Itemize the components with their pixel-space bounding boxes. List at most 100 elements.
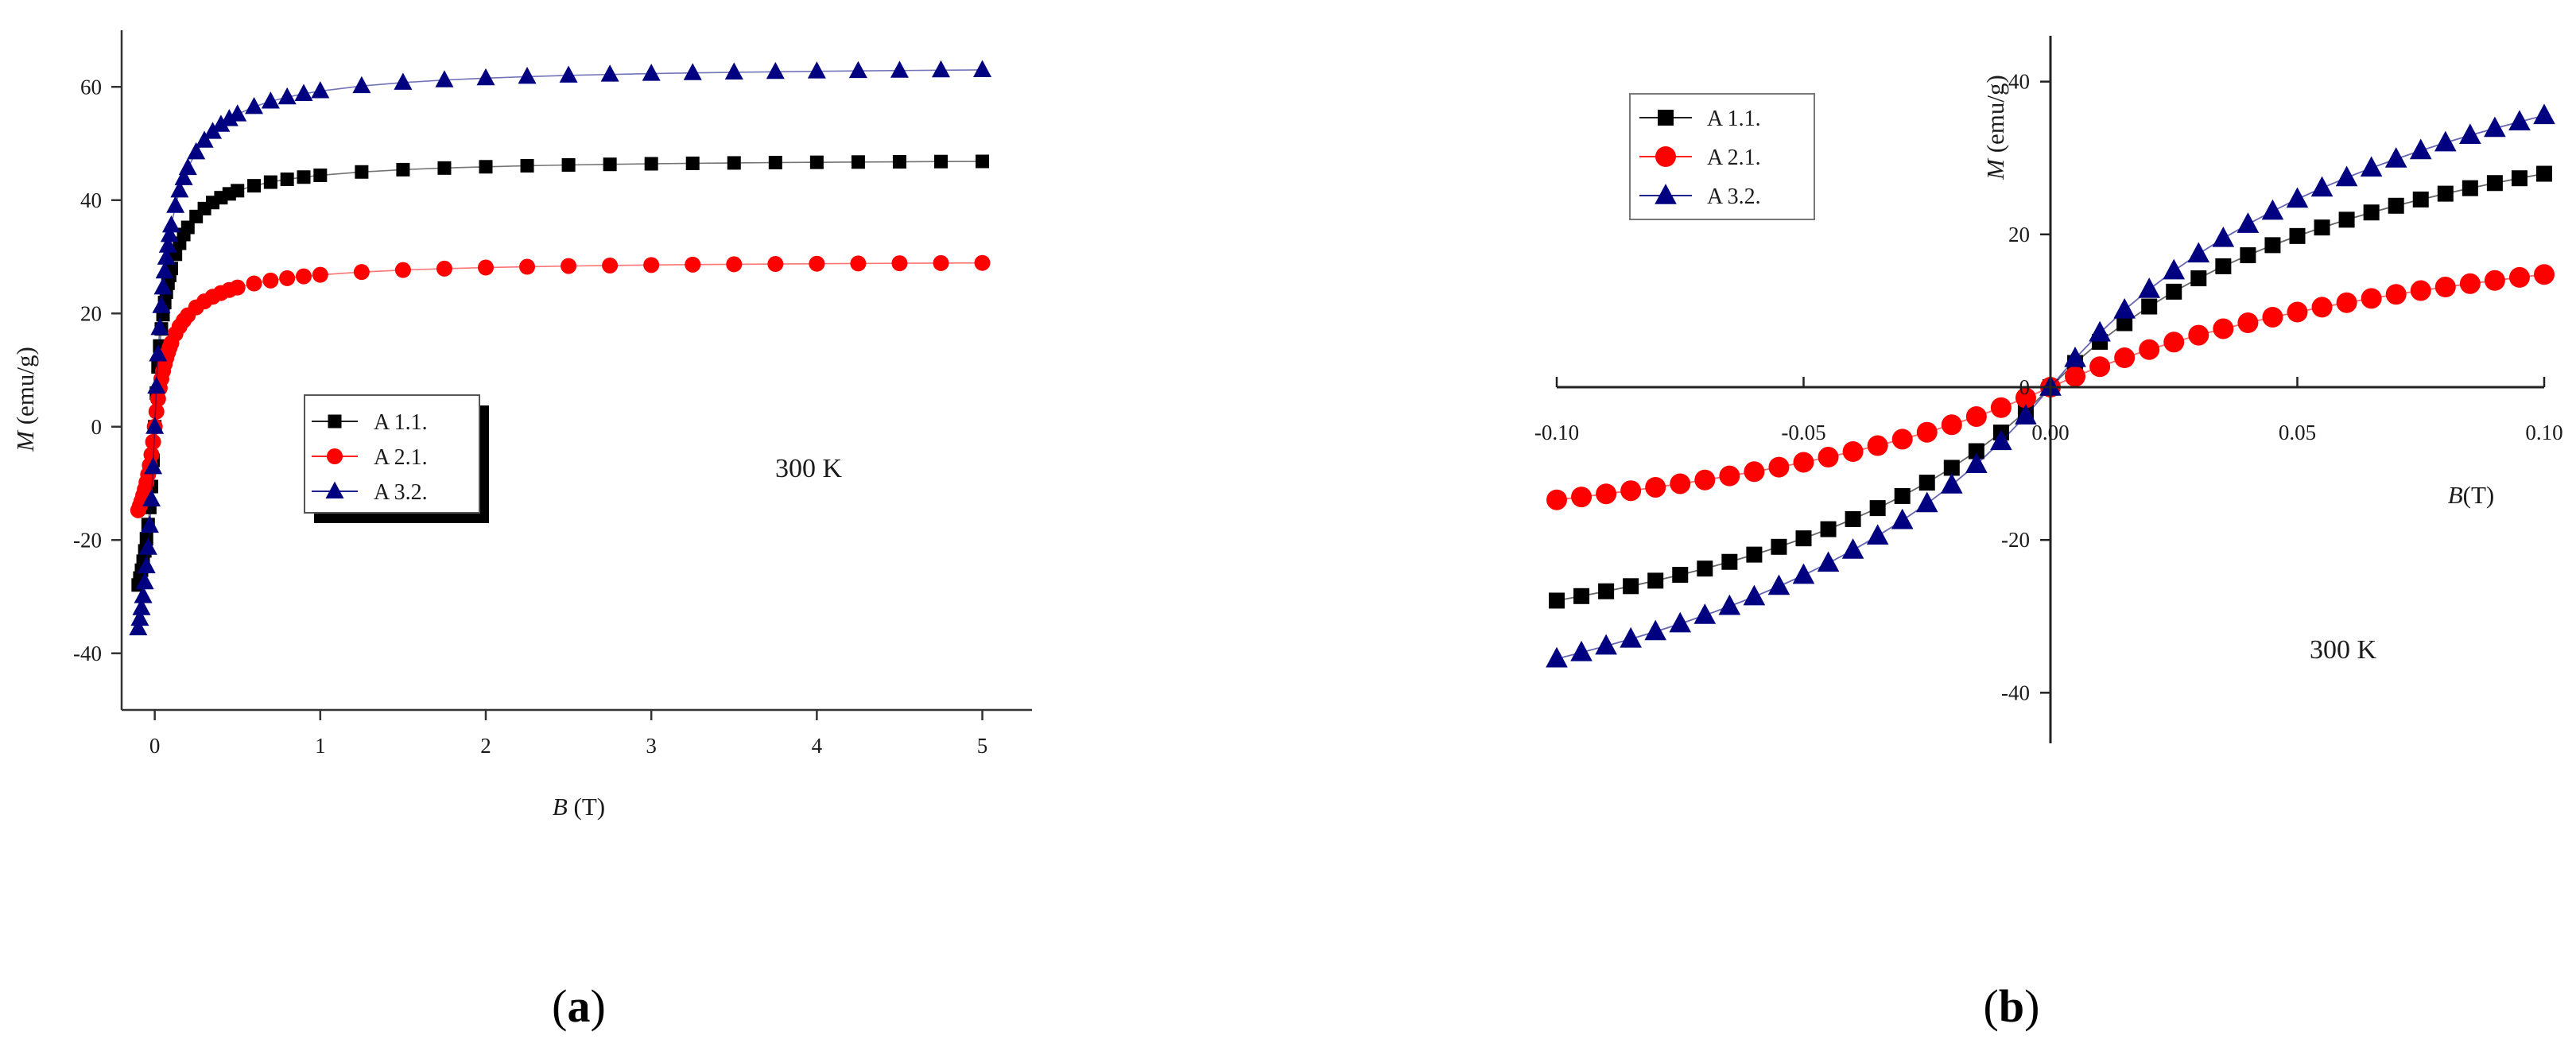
- panel-a-x-tick-label: 2: [480, 734, 491, 758]
- panel-a-data-point: [294, 83, 313, 101]
- panel-a-data-point: [724, 62, 743, 80]
- panel-b-data-point: [2338, 211, 2355, 228]
- panel-a-data-point: [437, 161, 452, 175]
- panel-b-data-point: [1941, 473, 1963, 494]
- panel-a-series-triangle: [129, 60, 992, 636]
- panel-b-data-point: [2412, 191, 2429, 207]
- panel-b-data-point: [2434, 277, 2456, 298]
- panel-a-data-point: [519, 258, 536, 275]
- panel-b-data-point: [1965, 452, 1988, 473]
- panel-b-data-point: [2462, 180, 2478, 196]
- panel-b-x-tick-label: 0.00: [2031, 421, 2069, 444]
- panel-b-data-point: [2262, 306, 2283, 328]
- panel-a-data-point: [353, 264, 370, 281]
- panel-b-data-point: [1943, 460, 1960, 476]
- panel-b-data-point: [2187, 242, 2210, 263]
- panel-b-data-point: [2335, 165, 2358, 187]
- panel-b-data-point: [2486, 175, 2503, 192]
- panel-b-data-point: [1573, 588, 1590, 604]
- panel-a-data-point: [642, 64, 661, 81]
- panel-b-data-point: [2484, 116, 2506, 138]
- panel-b-legend-marker: [1655, 146, 1676, 167]
- panel-b-y-tick-label: 0: [2019, 375, 2031, 399]
- panel-a-series-circle: [130, 254, 991, 518]
- panel-a-data-point: [130, 608, 149, 626]
- panel-a-data-point: [174, 168, 193, 185]
- panel-a-x-tick-label: 0: [149, 734, 161, 758]
- panel-b-data-point: [2166, 283, 2182, 300]
- panel-b-data-point: [1894, 487, 1911, 504]
- panel-a-data-point: [137, 556, 156, 574]
- panel-b-x-tick-label: -0.05: [1781, 421, 1825, 444]
- panel-b-legend-marker: [1658, 110, 1674, 126]
- panel-a-data-point: [685, 256, 701, 273]
- panel-b-data-point: [2190, 270, 2207, 287]
- panel-b-data-point: [2139, 339, 2160, 360]
- panel-a-series-line: [138, 161, 983, 586]
- panel-a-series: [129, 60, 992, 636]
- panel-b-data-point: [2388, 197, 2404, 214]
- panel-a-legend-label: A 1.1.: [374, 410, 428, 435]
- panel-a-data-point: [311, 81, 330, 99]
- panel-b-data-point: [1916, 421, 1938, 443]
- panel-b-x-tick-label: 0.10: [2525, 421, 2562, 444]
- panel-a-data-point: [933, 254, 949, 271]
- panel-a-data-point: [229, 279, 246, 296]
- panel-b-data-point: [1795, 530, 1812, 547]
- panel-b-data-point: [1620, 480, 1642, 502]
- panel-b-data-point: [2410, 280, 2431, 301]
- panel-a-data-point: [394, 262, 411, 278]
- panel-b-data-point: [1719, 465, 1740, 487]
- panel-a-x-tick-label: 3: [646, 734, 657, 758]
- panel-b-data-point: [1697, 560, 1713, 577]
- panel-b-data-point: [2188, 324, 2209, 346]
- panel-a-data-point: [187, 142, 206, 160]
- panel-a-legend-marker: [327, 448, 343, 464]
- panel-b-data-point: [1792, 563, 1815, 584]
- panel-a-data-point: [767, 256, 784, 273]
- panel-a-data-point: [148, 403, 165, 420]
- panel-a-data-point: [603, 157, 617, 172]
- panel-b-data-point: [1771, 538, 1787, 555]
- panel-b-y-tick-label: -20: [2001, 528, 2030, 552]
- panel-b-data-point: [1546, 646, 1568, 668]
- panel-b-data-point: [2311, 297, 2333, 318]
- panel-b-data-point: [1793, 452, 1814, 473]
- panel-a-data-point: [600, 64, 619, 82]
- panel-a-series-square: [131, 154, 990, 592]
- panel-a-data-point: [890, 60, 909, 78]
- panel-a-data-point: [140, 515, 159, 533]
- panel-a-data-point: [279, 270, 296, 286]
- panel-a-data-point: [149, 344, 168, 362]
- panel-a-y-tick-label: 60: [80, 75, 102, 99]
- panel-b-data-point: [2508, 110, 2531, 130]
- panel-a-data-point: [561, 258, 577, 274]
- panel-a-legend: A 1.1. A 2.1. A 3.2.: [304, 394, 489, 523]
- panel-b-data-point: [1596, 483, 1617, 505]
- panel-b-x-tick-label: 0.05: [2279, 421, 2316, 444]
- panel-a-data-point: [297, 170, 311, 184]
- panel-a-legend-label: A 3.2.: [374, 480, 428, 505]
- panel-a-data-point: [144, 457, 163, 475]
- panel-a-x-ticks: 0 1 2 3 4 5: [149, 710, 987, 758]
- panel-a-data-point: [559, 65, 578, 83]
- panel-b-data-point: [2116, 315, 2133, 332]
- panel-a-series-line: [138, 69, 983, 629]
- panel-a-data-point: [170, 180, 189, 198]
- panel-b-data-point: [1721, 553, 1738, 570]
- panel-b-data-point: [2287, 301, 2308, 323]
- panel-b-legend-label: A 2.1.: [1707, 145, 1761, 170]
- panel-b-data-point: [1768, 456, 1790, 478]
- panel-a-legend-items: A 1.1. A 2.1. A 3.2.: [312, 410, 428, 505]
- panel-b-data-point: [2113, 297, 2136, 319]
- panel-a-legend-marker: [328, 414, 342, 429]
- panel-b-data-point: [1918, 475, 1935, 491]
- panel-b-data-point: [1867, 435, 1888, 456]
- panel-a-chart: 0 1 2 3 4 5 -40 -20 0 20 40 60 M (emu/g) B (T) 300…: [11, 30, 1032, 820]
- panel-b-data-point: [1672, 567, 1689, 584]
- panel-a-data-point: [768, 156, 782, 170]
- panel-a-data-point: [312, 266, 328, 283]
- panel-a-series-line: [138, 262, 983, 511]
- panel-a-x-tick-label: 4: [812, 734, 823, 758]
- panel-b-data-point: [2065, 366, 2086, 387]
